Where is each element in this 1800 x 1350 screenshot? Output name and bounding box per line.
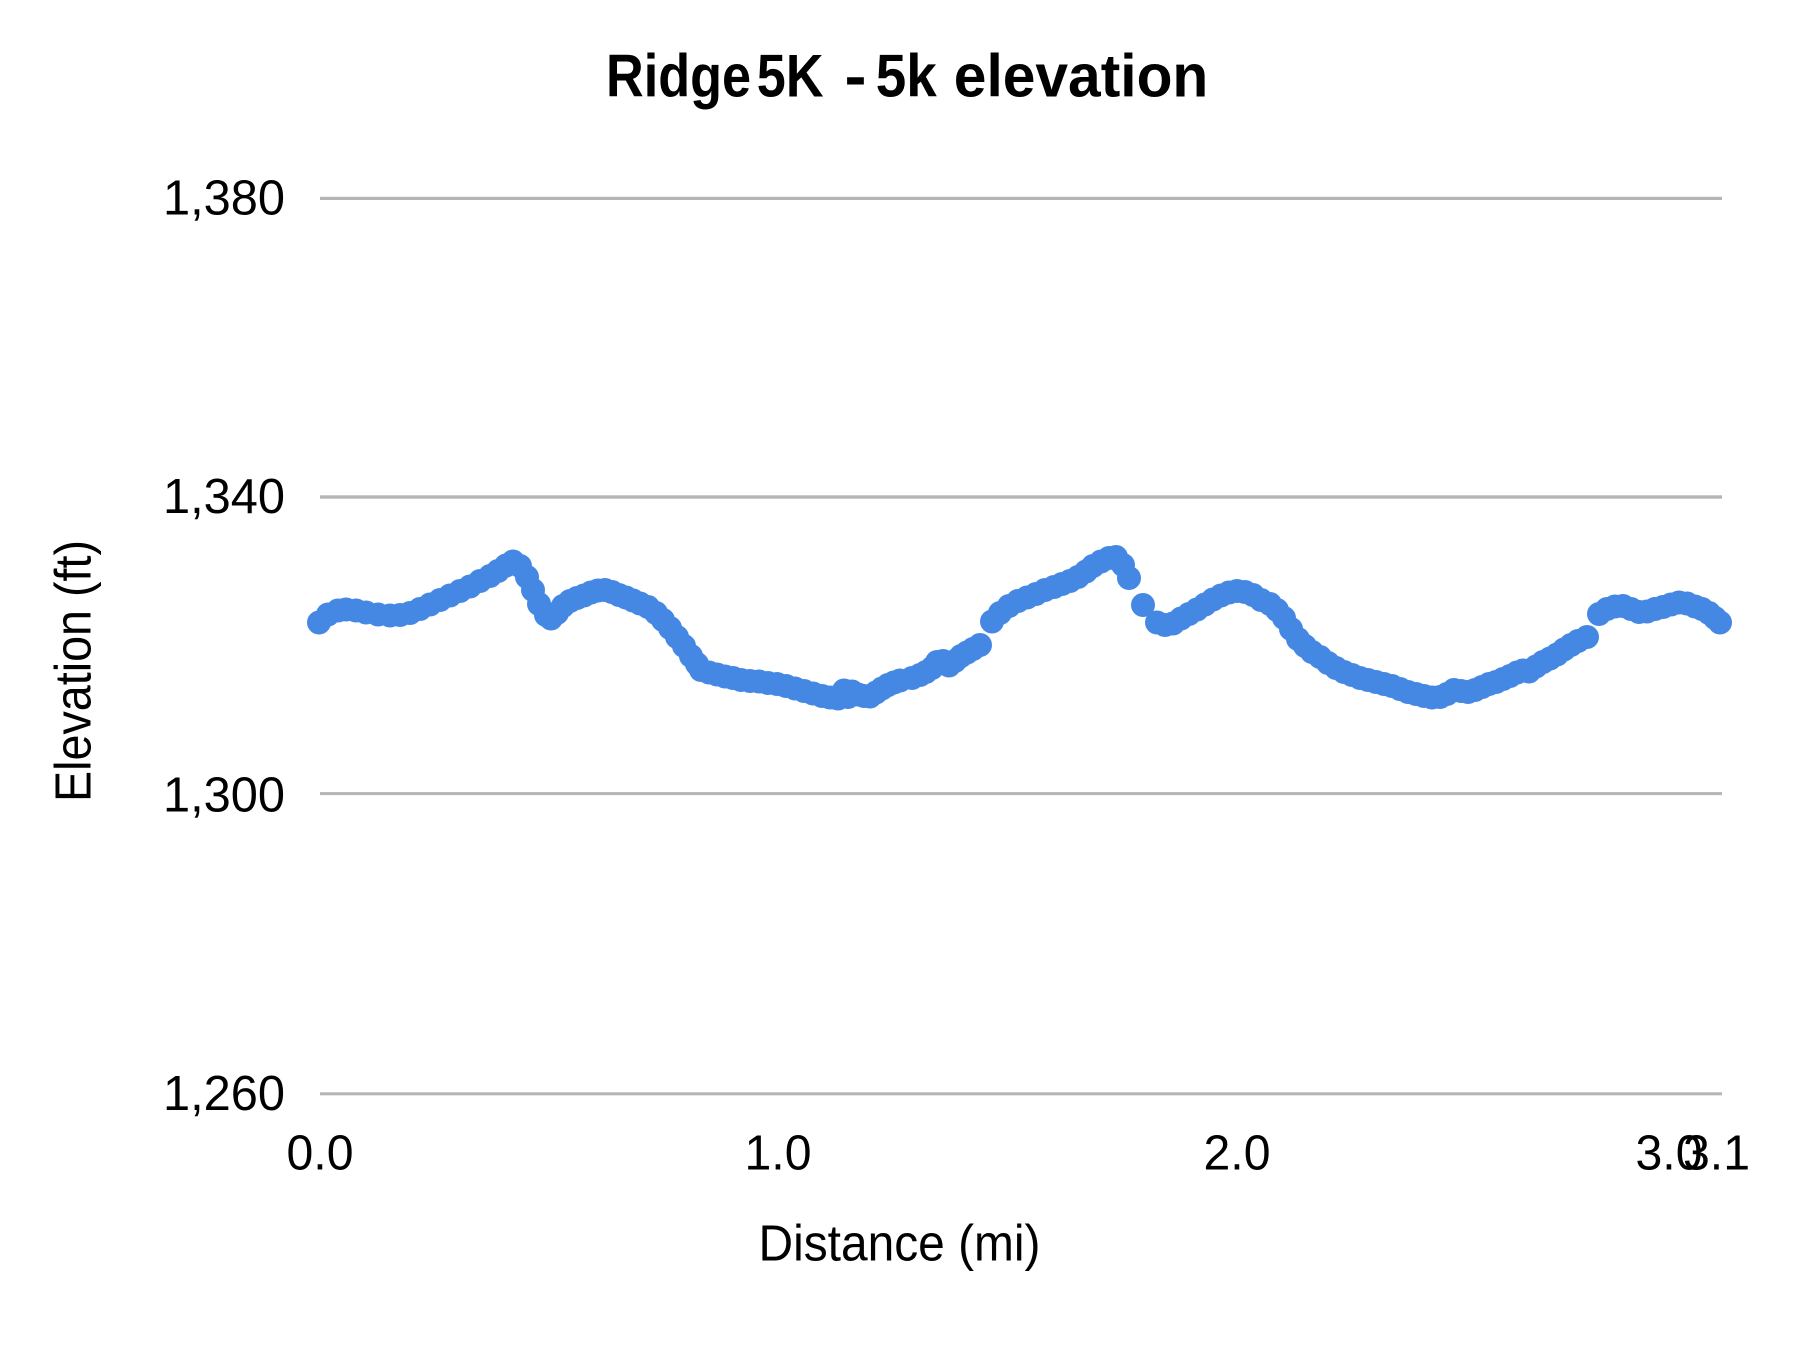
svg-text:3.1: 3.1 xyxy=(1683,1127,1750,1181)
svg-text:Ridge: Ridge xyxy=(606,43,751,110)
svg-text:2.0: 2.0 xyxy=(1204,1127,1271,1181)
svg-text:1,340: 1,340 xyxy=(163,470,285,524)
svg-text:5k: 5k xyxy=(876,43,938,110)
svg-text:1,300: 1,300 xyxy=(163,769,285,823)
svg-text:1,380: 1,380 xyxy=(163,172,285,226)
svg-text:1.0: 1.0 xyxy=(745,1127,812,1181)
svg-text:-: - xyxy=(845,43,867,110)
svg-text:3.0: 3.0 xyxy=(1636,1127,1703,1181)
svg-text:1,260: 1,260 xyxy=(163,1067,285,1121)
svg-text:elevation: elevation xyxy=(954,43,1209,110)
svg-text:Distance (mi): Distance (mi) xyxy=(759,1215,1041,1272)
svg-text:Elevation (ft): Elevation (ft) xyxy=(45,540,102,802)
svg-text:0.0: 0.0 xyxy=(287,1127,354,1181)
svg-text:5K: 5K xyxy=(757,43,824,110)
